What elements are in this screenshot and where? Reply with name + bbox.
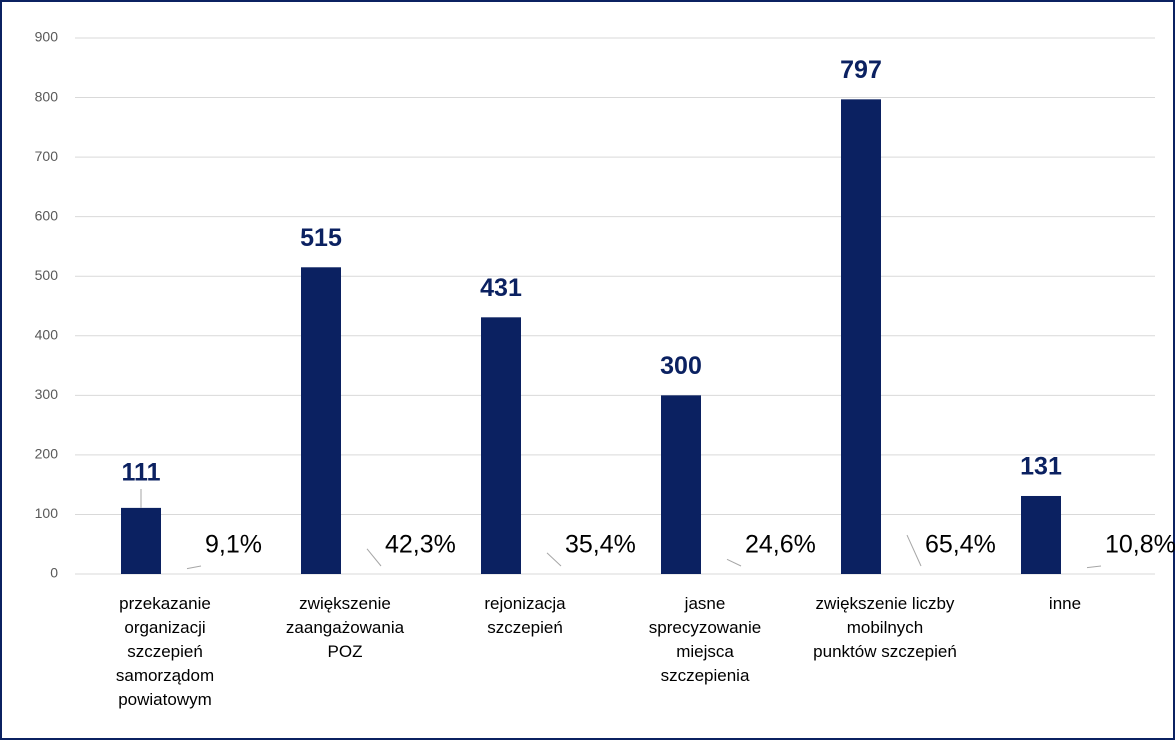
y-tick-label: 600	[35, 207, 59, 223]
bar	[481, 317, 521, 574]
leader-line	[366, 548, 382, 567]
value-label: 111	[122, 459, 161, 487]
leader-line	[1086, 565, 1102, 569]
bar	[841, 99, 881, 574]
value-label: 431	[480, 274, 522, 302]
y-tick-label: 500	[35, 267, 59, 283]
y-tick-label: 800	[35, 88, 59, 104]
y-tick-label: 0	[50, 565, 58, 581]
value-label: 35,4%	[565, 531, 636, 559]
value-label: 65,4%	[925, 531, 996, 559]
value-label: 9,1%	[205, 531, 262, 559]
x-tick-label: zwiększenie zaangażowania POZ	[286, 594, 405, 661]
leader-line	[186, 565, 202, 570]
leader-line	[726, 558, 742, 567]
y-tick-label: 400	[35, 326, 59, 342]
leader-line	[906, 534, 922, 567]
bar	[1021, 495, 1061, 574]
value-label: 10,8%	[1105, 531, 1175, 559]
value-label: 42,3%	[385, 531, 456, 559]
x-tick-label: inne	[1049, 594, 1081, 613]
x-tick-label: rejonizacja szczepień	[484, 594, 566, 637]
value-label: 515	[300, 224, 342, 252]
y-tick-label: 100	[35, 505, 59, 521]
leader-line	[546, 552, 562, 567]
x-tick-label: zwiększenie liczby mobilnych punktów szcze…	[813, 594, 957, 661]
value-label: 300	[660, 352, 702, 380]
x-tick-label: przekazanie organizacji szczepień samorządo…	[116, 594, 214, 709]
bar	[301, 267, 341, 574]
y-tick-label: 900	[35, 29, 59, 45]
bar	[121, 507, 161, 574]
value-label: 131	[1020, 453, 1062, 481]
y-tick-label: 700	[35, 148, 59, 164]
y-tick-label: 200	[35, 446, 59, 462]
value-label: 24,6%	[745, 531, 816, 559]
y-tick-label: 300	[35, 386, 59, 402]
bar	[661, 395, 701, 574]
value-label: 797	[840, 56, 882, 84]
x-tick-label: jasne sprecyzowanie miejsca szczepienia	[649, 594, 761, 685]
